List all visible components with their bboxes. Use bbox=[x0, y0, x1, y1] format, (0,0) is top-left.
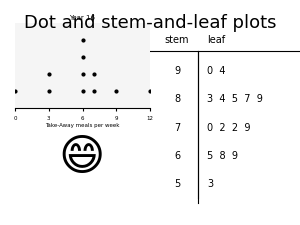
Text: 0  4: 0 4 bbox=[207, 66, 226, 76]
Text: 8: 8 bbox=[174, 94, 180, 104]
Text: 3: 3 bbox=[207, 179, 213, 189]
Text: 5: 5 bbox=[174, 179, 180, 189]
Text: 7: 7 bbox=[174, 123, 180, 133]
Title: Year 16: Year 16 bbox=[70, 15, 95, 21]
Text: leaf: leaf bbox=[207, 34, 225, 45]
Text: 6: 6 bbox=[174, 151, 180, 161]
X-axis label: Take-Away meals per week: Take-Away meals per week bbox=[45, 124, 120, 128]
Text: 0  2  2  9: 0 2 2 9 bbox=[207, 123, 250, 133]
Text: 5  8  9: 5 8 9 bbox=[207, 151, 238, 161]
Text: Dot and stem-and-leaf plots: Dot and stem-and-leaf plots bbox=[24, 14, 276, 32]
Text: 9: 9 bbox=[174, 66, 180, 76]
Text: 3  4  5  7  9: 3 4 5 7 9 bbox=[207, 94, 263, 104]
Text: 😄: 😄 bbox=[58, 135, 104, 179]
Text: stem: stem bbox=[165, 34, 189, 45]
